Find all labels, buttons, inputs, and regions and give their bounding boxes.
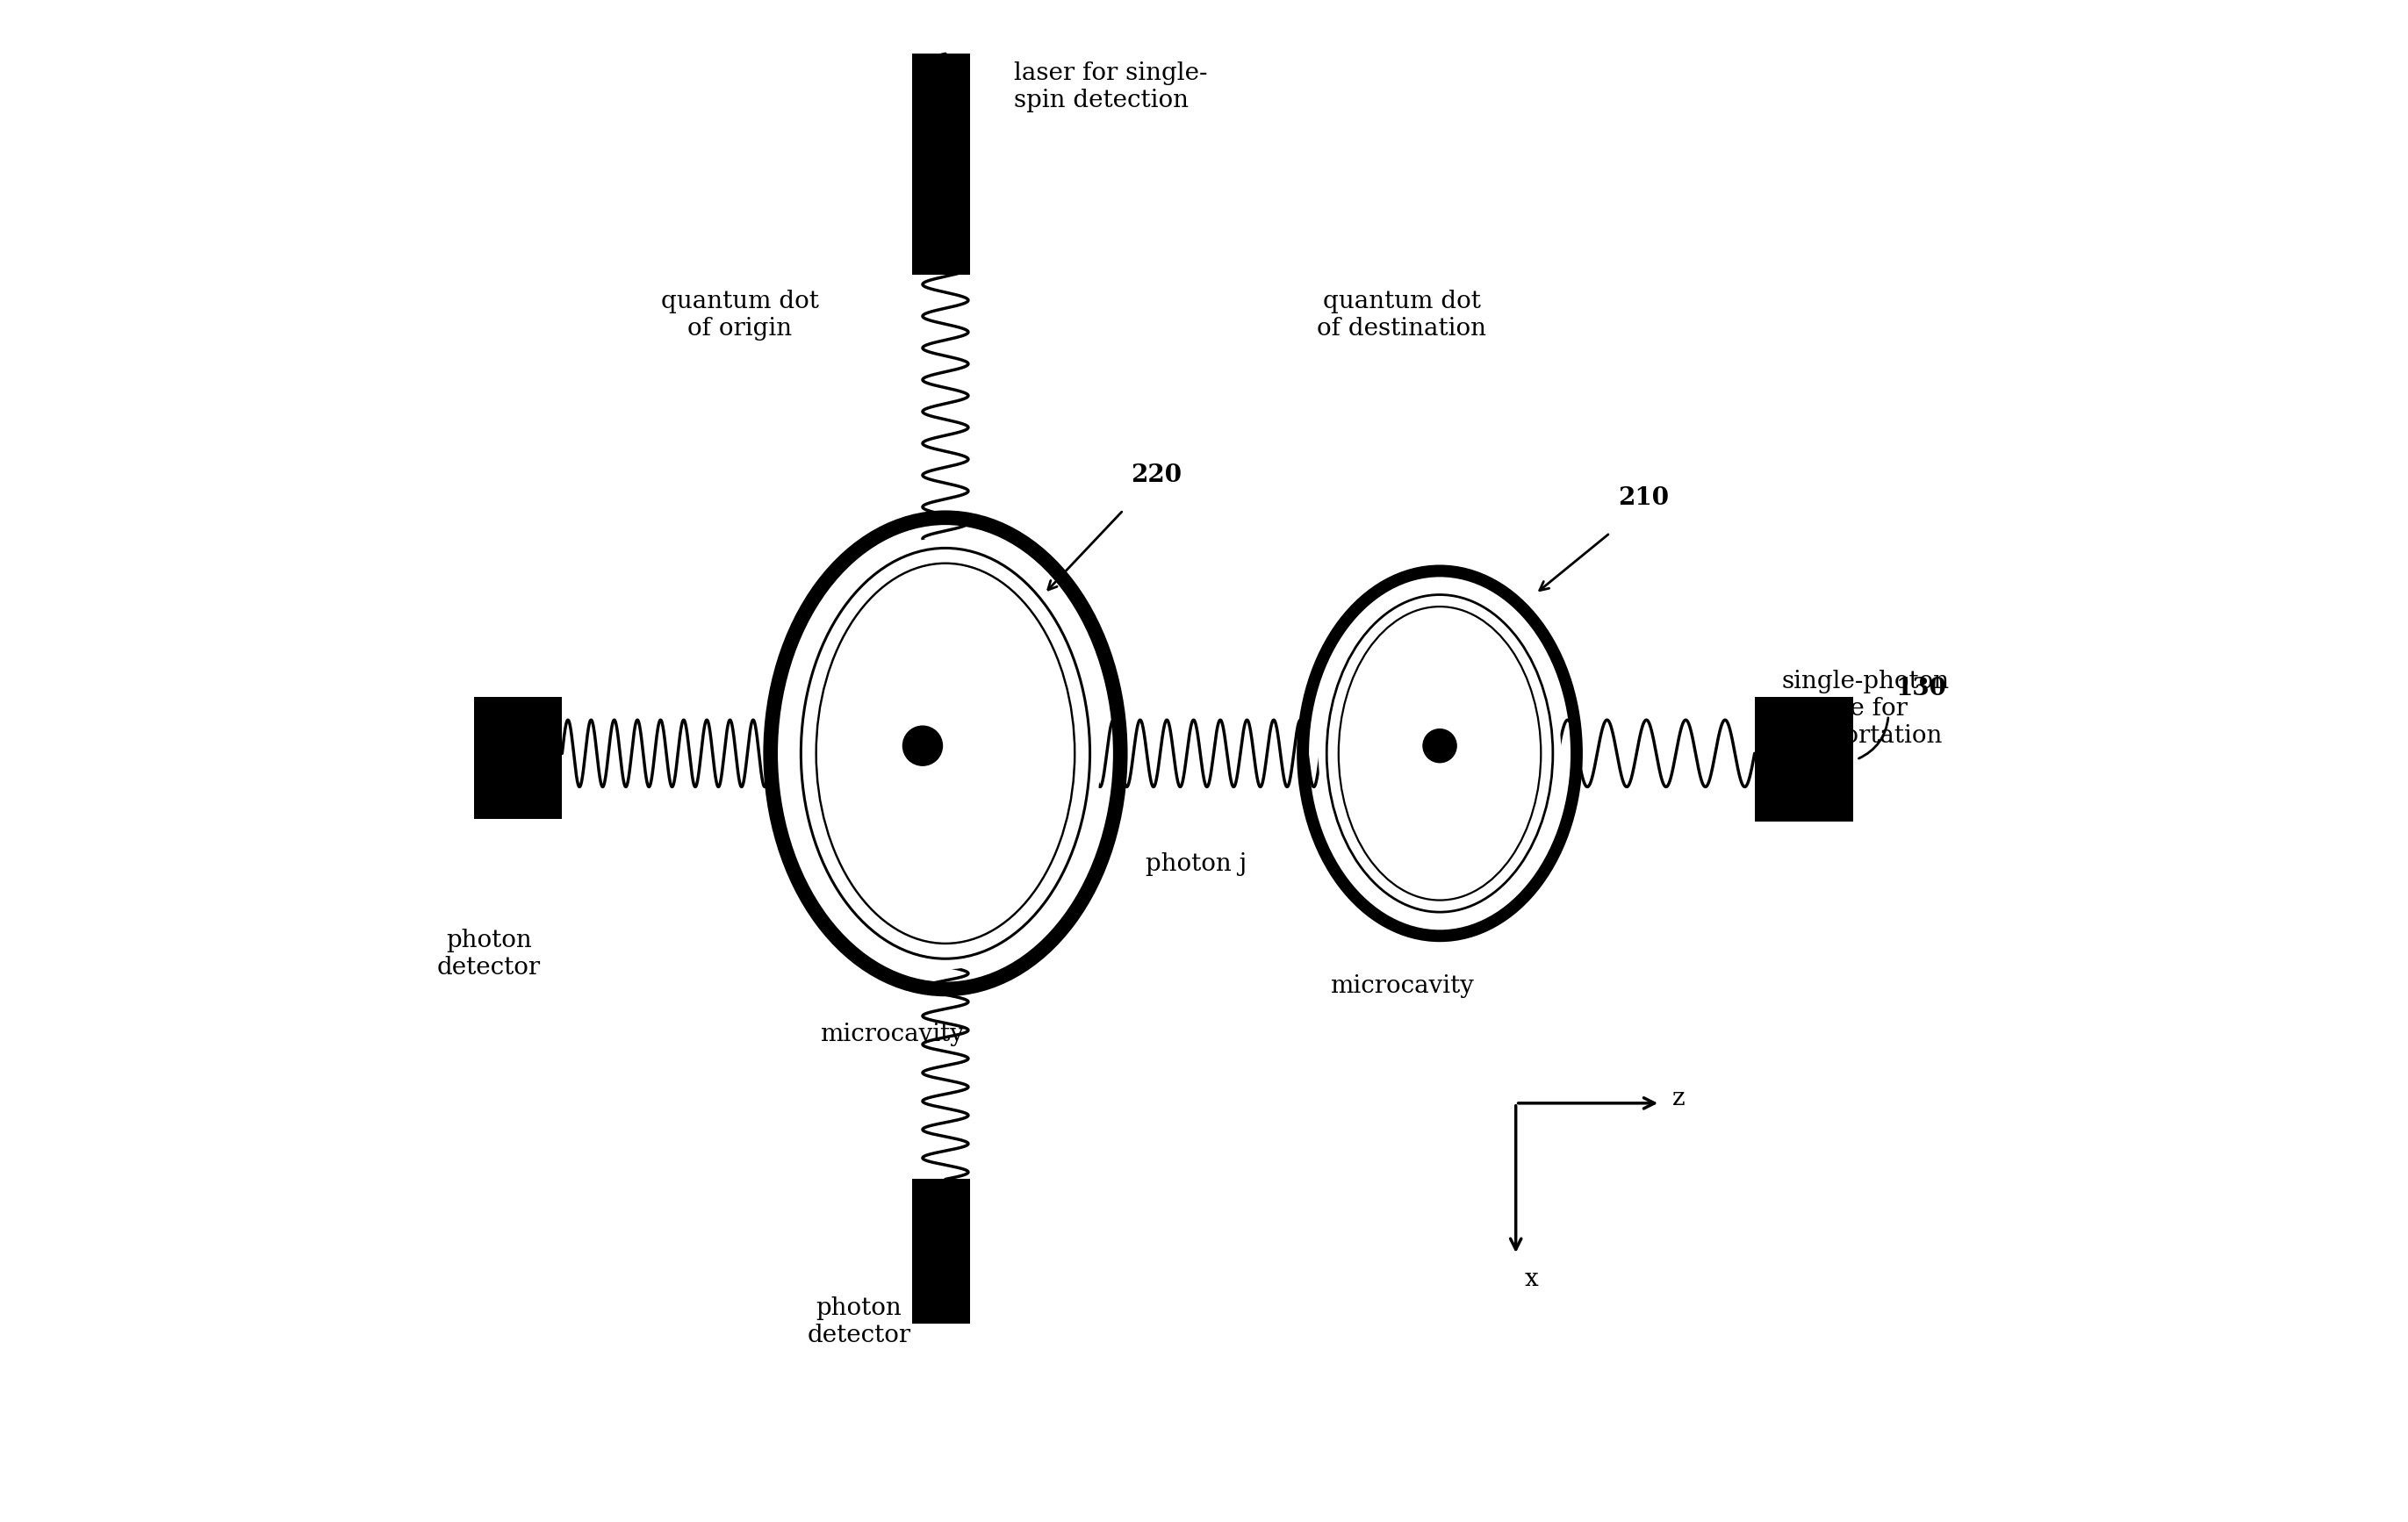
Text: 210: 210 xyxy=(1618,487,1669,510)
Text: laser for single-
spin detection: laser for single- spin detection xyxy=(1014,61,1206,113)
Circle shape xyxy=(1423,729,1457,763)
Ellipse shape xyxy=(816,563,1074,944)
Ellipse shape xyxy=(790,537,1100,970)
Text: microcavity: microcavity xyxy=(821,1023,963,1046)
Bar xyxy=(913,53,970,274)
Text: photon
detector: photon detector xyxy=(807,1297,910,1347)
Text: x: x xyxy=(1524,1268,1539,1291)
Circle shape xyxy=(903,726,942,766)
Text: single-photon
source for
teleportation: single-photon source for teleportation xyxy=(1782,670,1950,749)
Text: $\mathbf{r}_j'$: $\mathbf{r}_j'$ xyxy=(1426,799,1445,833)
Bar xyxy=(1755,697,1854,822)
Ellipse shape xyxy=(1317,586,1560,921)
Text: z: z xyxy=(1674,1087,1686,1111)
Text: photon j: photon j xyxy=(1146,852,1247,877)
Text: $\mathbf{r}_j$: $\mathbf{r}_j$ xyxy=(922,799,942,823)
Bar xyxy=(913,1180,970,1324)
Text: 130: 130 xyxy=(1895,676,1946,700)
Text: quantum dot
of destination: quantum dot of destination xyxy=(1317,289,1486,341)
Text: photon
detector: photon detector xyxy=(438,928,542,979)
Text: microcavity: microcavity xyxy=(1329,974,1474,997)
Text: 220: 220 xyxy=(1132,464,1182,487)
Bar xyxy=(474,697,561,819)
Text: quantum dot
of origin: quantum dot of origin xyxy=(662,289,819,341)
Ellipse shape xyxy=(1339,607,1541,900)
